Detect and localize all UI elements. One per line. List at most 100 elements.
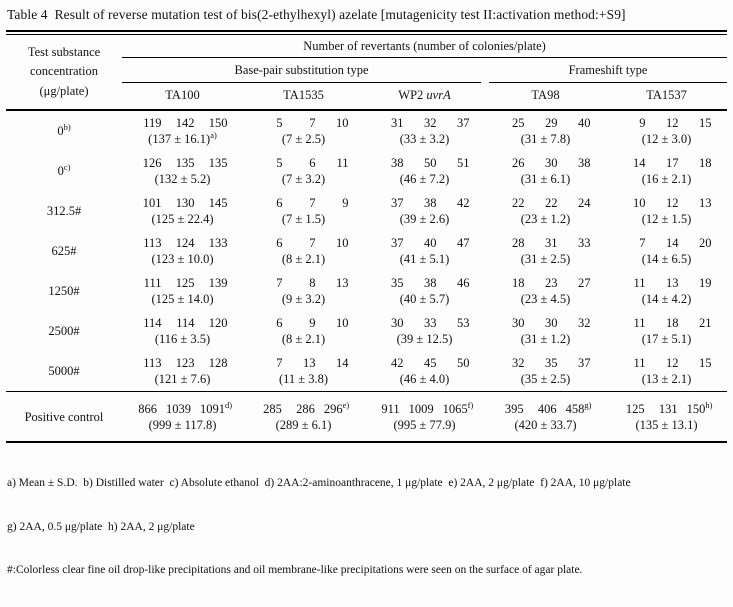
- mean-sd: (39 ± 2.6): [399, 212, 450, 226]
- data-cell: 28 31 33 (31 ± 2.5): [485, 231, 606, 271]
- mean-sd: (33 ± 3.2): [399, 132, 450, 146]
- table-row: 0c) 126 135 135 (132 ± 5.2) 5 6 11 (7 ± 3.2) 38 50…: [6, 151, 727, 191]
- data-cell: 7 13 14 (11 ± 3.8): [243, 351, 364, 392]
- mean-sd: (9 ± 3.2): [281, 292, 326, 306]
- mean-sd: (7 ± 3.2): [281, 172, 326, 186]
- table-row: Positive control 866 1039 1091d) (999 ± 117.…: [6, 391, 728, 442]
- mean-sd: (31 ± 6.1): [520, 172, 571, 186]
- group-header-frameshift: Frameshift type: [485, 58, 728, 83]
- row-label: 0c): [57, 161, 71, 178]
- plate-counts: 11 12 15: [633, 356, 712, 370]
- plate-counts: 38 50 51: [391, 156, 470, 170]
- table-title: Table 4 Result of reverse mutation test …: [7, 7, 626, 22]
- mean-sd: (14 ± 6.5): [641, 252, 692, 266]
- data-cell: 7 8 13 (9 ± 3.2): [243, 271, 364, 311]
- row-label: 1250#: [48, 283, 80, 298]
- table-row: 0b) 119 142 150 (137 ± 16.1)a) 5 7 10 (7 ± 2.5) 3…: [6, 110, 727, 151]
- mean-sd: (7 ± 2.5): [281, 132, 326, 146]
- data-cell: 26 30 38 (31 ± 6.1): [485, 151, 606, 191]
- plate-counts: 5 6 11: [276, 156, 349, 170]
- strain-header-ta1535: TA1535: [243, 83, 364, 111]
- mean-sd: (995 ± 77.9): [393, 418, 456, 432]
- mean-sd: (11 ± 3.8): [278, 372, 329, 386]
- plate-counts: 25 29 40: [512, 116, 591, 130]
- plate-counts: 113 124 133: [143, 236, 228, 250]
- row-label: Positive control: [6, 391, 122, 442]
- plate-counts: 6 9 10: [276, 316, 349, 330]
- mean-sd: (125 ± 14.0): [151, 292, 214, 306]
- plate-counts: 32 35 37: [512, 356, 591, 370]
- row-label: 0b): [57, 121, 71, 138]
- plate-counts: 35 38 46: [391, 276, 470, 290]
- footnote-line-2: g) 2AA, 0.5 μg/plate h) 2AA, 2 μg/plate: [7, 520, 195, 533]
- data-cell: 32 35 37 (35 ± 2.5): [485, 351, 606, 392]
- mean-sd: (16 ± 2.1): [641, 172, 692, 186]
- mean-sd: (31 ± 7.8): [520, 132, 571, 146]
- mean-sd: (39 ± 12.5): [396, 332, 453, 346]
- data-cell: 31 32 37 (33 ± 3.2): [364, 110, 485, 151]
- mean-sd: (17 ± 5.1): [641, 332, 692, 346]
- plate-counts: 22 22 24: [512, 196, 591, 210]
- plate-counts: 7 14 20: [639, 236, 712, 250]
- plate-counts: 9 12 15: [639, 116, 712, 130]
- plate-counts: 11 18 21: [633, 316, 712, 330]
- mean-sd: (41 ± 5.1): [399, 252, 450, 266]
- mean-sd: (23 ± 4.5): [520, 292, 571, 306]
- mean-sd: (31 ± 2.5): [520, 252, 571, 266]
- data-cell: 30 33 53 (39 ± 12.5): [364, 311, 485, 351]
- table-header: Test substance concentration (μg/plate) …: [6, 35, 728, 111]
- table-row: 625# 113 124 133 (123 ± 10.0) 6 7 10 (8 ± 2.1) 37…: [6, 231, 727, 271]
- row-label: 312.5#: [46, 203, 82, 218]
- table-row: 1250# 111 125 139 (125 ± 14.0) 7 8 13 (9 ± 3.2) 3…: [6, 271, 727, 311]
- plate-counts: 10 12 13: [633, 196, 712, 210]
- plate-counts: 11 13 19: [633, 276, 712, 290]
- plate-counts: 114 114 120: [143, 316, 228, 330]
- mean-sd: (121 ± 7.6): [154, 372, 211, 386]
- data-cell: 38 50 51 (46 ± 7.2): [364, 151, 485, 191]
- plate-counts: 866 1039 1091d): [138, 399, 233, 416]
- data-cell: 42 45 50 (46 ± 4.0): [364, 351, 485, 392]
- results-table: Test substance concentration (μg/plate) …: [6, 35, 728, 443]
- data-cell: 10 12 13 (12 ± 1.5): [606, 191, 727, 231]
- group-header-base-pair: Base-pair substitution type: [122, 58, 485, 83]
- concentration-header-line1: Test substance: [27, 44, 101, 59]
- data-cell: 9 12 15 (12 ± 3.0): [606, 110, 727, 151]
- strain-header-ta1537: TA1537: [606, 83, 728, 111]
- strain-header-ta98: TA98: [485, 83, 606, 111]
- mean-sd: (132 ± 5.2): [154, 172, 211, 186]
- plate-counts: 26 30 38: [512, 156, 591, 170]
- plate-counts: 6 7 10: [276, 236, 349, 250]
- mean-sd: (13 ± 2.1): [641, 372, 692, 386]
- table-row: 2500# 114 114 120 (116 ± 3.5) 6 9 10 (8 ± 2.1) 30…: [6, 311, 727, 351]
- plate-counts: 111 125 139: [143, 276, 228, 290]
- top-rule: [6, 30, 727, 35]
- data-cell: 101 130 145 (125 ± 22.4): [122, 191, 243, 231]
- mean-sd: (116 ± 3.5): [154, 332, 211, 346]
- data-cell: 911 1009 1065f) (995 ± 77.9): [364, 391, 485, 442]
- data-cell: 395 406 458g) (420 ± 33.7): [485, 391, 606, 442]
- mean-sd: (7 ± 1.5): [281, 212, 326, 226]
- mean-sd: (12 ± 1.5): [641, 212, 692, 226]
- mean-sd: (999 ± 117.8): [148, 418, 217, 432]
- mean-sd: (14 ± 4.2): [641, 292, 692, 306]
- mean-sd: (35 ± 2.5): [520, 372, 571, 386]
- strain-header-ta100: TA100: [122, 83, 243, 111]
- mean-sd: (8 ± 2.1): [281, 332, 326, 346]
- plate-counts: 30 30 32: [512, 316, 591, 330]
- data-cell: 114 114 120 (116 ± 3.5): [122, 311, 243, 351]
- footnotes: a) Mean ± S.D. b) Distilled water c) Abs…: [7, 447, 727, 607]
- plate-counts: 28 31 33: [512, 236, 591, 250]
- data-cell: 14 17 18 (16 ± 2.1): [606, 151, 727, 191]
- data-cell: 119 142 150 (137 ± 16.1)a): [122, 110, 243, 151]
- data-cell: 22 22 24 (23 ± 1.2): [485, 191, 606, 231]
- mean-sd: (125 ± 22.4): [151, 212, 214, 226]
- plate-counts: 285 286 296e): [263, 399, 350, 416]
- group-header-frameshift-label: Frameshift type: [489, 58, 728, 83]
- data-cell: 25 29 40 (31 ± 7.8): [485, 110, 606, 151]
- mean-sd: (40 ± 5.7): [399, 292, 450, 306]
- plate-counts: 911 1009 1065f): [381, 399, 474, 416]
- plate-counts: 119 142 150: [143, 116, 228, 130]
- data-cell: 5 7 10 (7 ± 2.5): [243, 110, 364, 151]
